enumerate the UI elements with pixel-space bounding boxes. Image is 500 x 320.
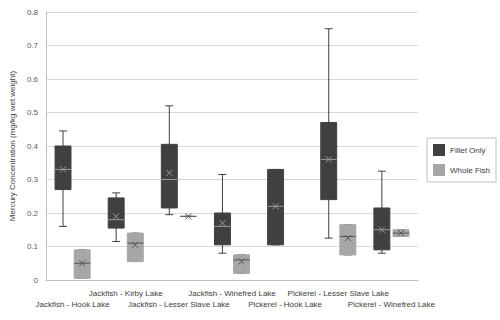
- svg-text:0: 0: [34, 276, 39, 285]
- svg-text:Jackfish - Lesser Slave Lake: Jackfish - Lesser Slave Lake: [128, 300, 230, 309]
- svg-text:Whole Fish: Whole Fish: [450, 166, 490, 175]
- svg-text:Jackfish - Hook Lake: Jackfish - Hook Lake: [35, 300, 110, 309]
- svg-text:0.5: 0.5: [27, 108, 39, 117]
- svg-text:Pickerel - Winefred Lake: Pickerel - Winefred Lake: [348, 300, 436, 309]
- svg-text:Pickerel - Hook Lake: Pickerel - Hook Lake: [248, 300, 322, 309]
- svg-text:Jackfish - Kirby Lake: Jackfish - Kirby Lake: [89, 289, 163, 298]
- svg-text:Jackfish - Winefred Lake: Jackfish - Winefred Lake: [188, 289, 276, 298]
- svg-text:0.3: 0.3: [27, 175, 39, 184]
- svg-text:0.6: 0.6: [27, 75, 39, 84]
- svg-text:0.2: 0.2: [27, 209, 39, 218]
- svg-text:0.1: 0.1: [27, 242, 39, 251]
- svg-text:Pickerel - Lesser Slave Lake: Pickerel - Lesser Slave Lake: [288, 289, 390, 298]
- svg-text:0.4: 0.4: [27, 142, 39, 151]
- svg-text:0.7: 0.7: [27, 41, 39, 50]
- svg-text:0.8: 0.8: [27, 8, 39, 17]
- svg-text:Mercury Concentration (mg/kg w: Mercury Concentration (mg/kg wet weight): [8, 71, 17, 222]
- svg-text:Fillet Only: Fillet Only: [450, 146, 486, 155]
